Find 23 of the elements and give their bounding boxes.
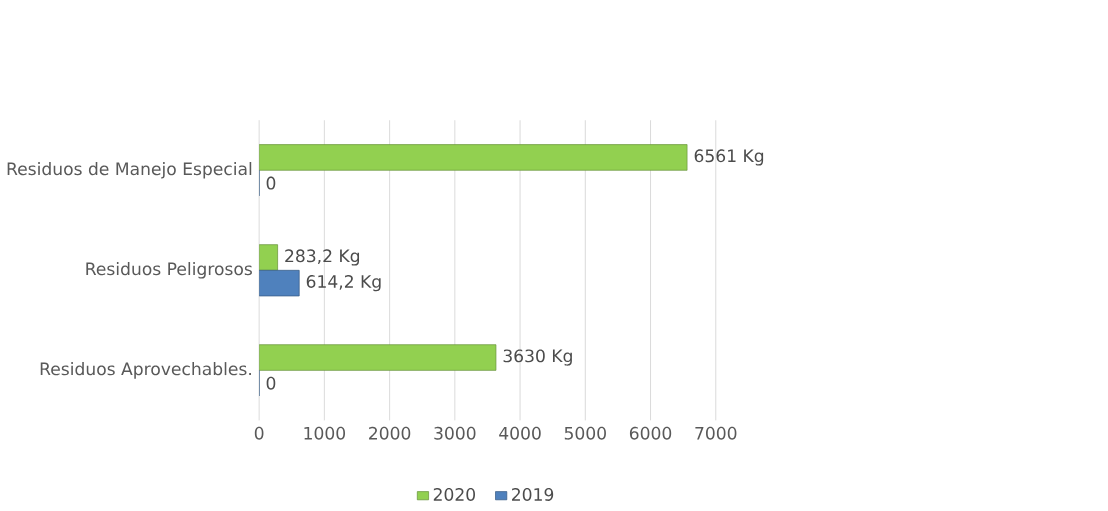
x-tick-label: 2000 <box>369 426 411 440</box>
x-tick-label: 3000 <box>434 426 476 440</box>
y-tick-label: Residuos Aprovechables. <box>40 362 251 379</box>
x-tick-label: 5000 <box>564 426 606 440</box>
bar <box>259 270 300 297</box>
y-tick-label: Residuos Peligrosos <box>86 262 252 279</box>
x-tick-label: 7000 <box>695 426 737 440</box>
data-label: 614,2 Kg <box>306 275 381 292</box>
data-label: 0 <box>266 376 276 390</box>
x-tick-label: 1000 <box>304 426 346 440</box>
legend-label: 2019 <box>512 488 554 502</box>
data-label: 6561 Kg <box>694 149 764 166</box>
bar <box>259 244 278 271</box>
data-label: 283,2 Kg <box>285 249 360 266</box>
x-tick-label: 0 <box>254 426 264 440</box>
data-label: 0 <box>266 176 276 190</box>
bar <box>259 144 688 171</box>
data-label: 3630 Kg <box>503 349 572 366</box>
x-tick-label: 6000 <box>629 426 672 440</box>
bar <box>259 344 497 371</box>
x-tick-label: 4000 <box>499 426 541 440</box>
legend-label: 2020 <box>433 488 475 502</box>
y-tick-label: Residuos de Manejo Especial <box>7 162 252 179</box>
